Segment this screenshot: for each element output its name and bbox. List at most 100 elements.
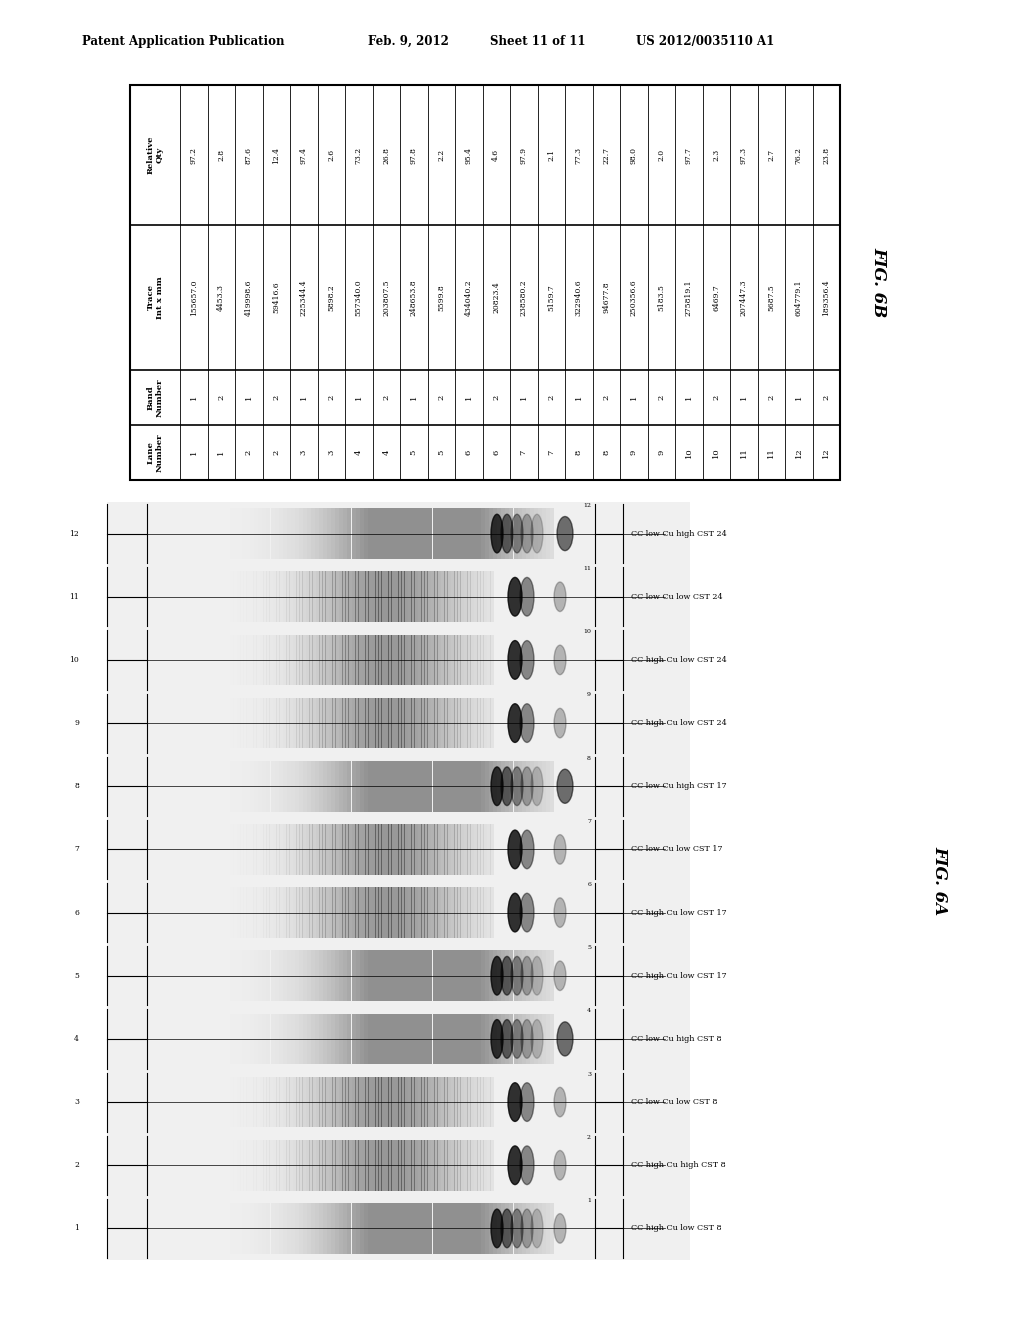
Bar [329, 887, 333, 937]
Bar [266, 762, 270, 812]
Bar [421, 1014, 424, 1064]
Bar [542, 1014, 546, 1064]
Bar [494, 1203, 498, 1254]
Bar [323, 887, 327, 937]
Bar [421, 1077, 425, 1127]
Text: 1: 1 [587, 1197, 591, 1203]
Bar [469, 950, 473, 1001]
Bar [388, 887, 392, 937]
Bar [514, 950, 517, 1001]
Bar [364, 508, 368, 558]
Bar [461, 887, 464, 937]
Bar [260, 572, 263, 622]
Bar [381, 1077, 385, 1127]
Bar [324, 508, 327, 558]
Bar [388, 635, 392, 685]
Bar [307, 762, 311, 812]
Bar [457, 824, 461, 875]
Bar [339, 1014, 343, 1064]
Bar [411, 698, 415, 748]
Bar [411, 1140, 415, 1191]
Bar [392, 950, 396, 1001]
Text: CC high Cu low CST 24: CC high Cu low CST 24 [631, 719, 727, 727]
Bar [477, 1140, 481, 1191]
Bar [262, 762, 266, 812]
Bar [339, 508, 343, 558]
Bar [272, 1140, 276, 1191]
Bar [436, 1203, 440, 1254]
Bar [335, 1077, 339, 1127]
Bar [287, 508, 291, 558]
Bar [355, 1203, 359, 1254]
Bar [421, 1203, 424, 1254]
Bar [332, 1140, 336, 1191]
Text: 8: 8 [602, 450, 610, 455]
Bar [413, 762, 417, 812]
Bar [237, 572, 241, 622]
Bar [372, 635, 376, 685]
Text: 1: 1 [217, 450, 225, 455]
Bar [431, 635, 435, 685]
Bar [306, 698, 309, 748]
Text: 2: 2 [602, 395, 610, 400]
Bar [449, 1014, 453, 1064]
Bar [243, 635, 247, 685]
Bar [525, 1014, 529, 1064]
Bar [318, 1077, 323, 1127]
Bar [506, 762, 510, 812]
Text: CC low Cu low CST 24: CC low Cu low CST 24 [631, 593, 723, 601]
Bar [447, 635, 452, 685]
Text: 6: 6 [493, 450, 501, 455]
Bar [428, 762, 432, 812]
Bar [303, 1014, 307, 1064]
Bar [378, 635, 382, 685]
Bar [345, 1077, 349, 1127]
Bar [253, 1077, 257, 1127]
Bar [467, 572, 471, 622]
Ellipse shape [508, 894, 522, 932]
Bar [494, 1014, 498, 1064]
Bar [434, 887, 438, 937]
Bar [240, 635, 244, 685]
Bar [409, 762, 413, 812]
Bar [517, 1203, 521, 1254]
Bar [376, 762, 380, 812]
Bar [335, 887, 339, 937]
Bar [324, 762, 327, 812]
Bar [415, 824, 418, 875]
Bar [318, 824, 323, 875]
Bar [461, 824, 464, 875]
Ellipse shape [511, 1209, 523, 1247]
Bar [233, 824, 238, 875]
Bar [250, 635, 254, 685]
Bar [345, 1140, 349, 1191]
Text: 5159.7: 5159.7 [547, 284, 555, 312]
Bar [355, 635, 359, 685]
Bar [269, 824, 273, 875]
Bar [365, 887, 369, 937]
Bar [444, 1014, 449, 1064]
Bar [404, 1077, 409, 1127]
Text: 3: 3 [300, 450, 308, 455]
Text: CC low Cu high CST 24: CC low Cu high CST 24 [631, 529, 727, 537]
Bar [447, 698, 452, 748]
Bar [272, 824, 276, 875]
Bar [342, 1077, 346, 1127]
Text: 1: 1 [685, 395, 693, 400]
Bar [396, 950, 400, 1001]
Text: 10: 10 [583, 630, 591, 635]
Bar [319, 1203, 324, 1254]
Bar [440, 1077, 444, 1127]
Bar [335, 508, 339, 558]
Bar [339, 635, 343, 685]
Bar [421, 1140, 425, 1191]
Bar [286, 1140, 290, 1191]
Text: 9: 9 [630, 450, 638, 455]
Bar [465, 950, 469, 1001]
Text: 6469.7: 6469.7 [713, 284, 720, 312]
Bar [323, 1077, 327, 1127]
Bar [424, 762, 428, 812]
Bar [355, 698, 359, 748]
Text: 4: 4 [74, 1035, 79, 1043]
Bar [418, 1077, 422, 1127]
